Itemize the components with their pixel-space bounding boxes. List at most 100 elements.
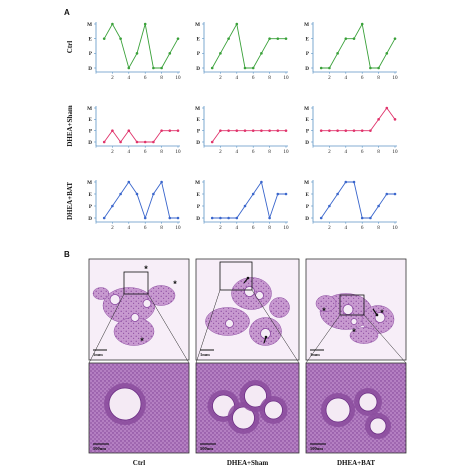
y-tick-label: P [306,204,310,210]
x-tick-label: 10 [175,225,181,231]
x-tick-label: 6 [144,149,147,155]
data-point [102,37,106,40]
x-tick-label: 4 [236,75,239,81]
x-tick-label: 4 [128,149,131,155]
follicle-antrum [358,392,378,412]
zoom-connector [88,293,125,364]
series-line [321,22,396,69]
data-point [119,140,122,144]
histology-panels: * * * 1mm 500um Ctrl 1mm 500um DHEA+Sham * * * 1mm 50… [88,258,407,467]
data-point [235,129,239,132]
data-point [369,129,372,132]
data-point [319,66,323,70]
y-tick-label: M [304,106,309,112]
data-point [127,180,131,184]
inset-box [123,271,149,295]
data-point [135,140,139,144]
x-tick-label: 6 [361,149,364,155]
data-point [319,129,323,132]
follicle [350,318,358,325]
follicle-antrum [244,384,267,408]
data-point [385,192,389,196]
data-point [143,216,147,220]
data-point [336,52,339,55]
series-line [103,180,178,220]
x-tick-label: 8 [160,75,163,81]
arrow-head [375,313,379,317]
data-point [168,52,172,55]
y-tick-label: E [197,192,201,198]
follicle-antrum [232,406,255,430]
data-point [284,37,288,40]
zoom-connector [305,314,341,364]
data-point [119,37,122,40]
data-point [284,129,288,132]
data-point [210,216,214,220]
scale-label: 1mm [310,352,320,357]
arrow-head [264,335,268,339]
data-point [143,140,147,144]
follicle-antrum [264,400,283,420]
follicle [342,304,354,315]
data-point [328,129,331,132]
data-point [344,180,348,184]
data-point [102,216,106,220]
x-tick-label: 8 [377,149,380,155]
data-point [344,37,348,40]
y-tick-label: E [197,117,201,123]
data-point [210,66,214,70]
series-line [103,129,178,143]
data-point [393,37,397,40]
y-tick-label: M [304,180,309,186]
follicle [142,299,152,308]
x-tick-label: 8 [377,225,380,231]
y-tick-label: E [306,36,310,42]
data-point [360,216,364,220]
data-point [268,129,271,132]
data-point [393,192,397,196]
y-tick-label: M [87,22,92,28]
data-point [369,66,372,70]
x-tick-label: 2 [111,75,114,81]
y-tick-label: D [88,140,92,146]
inset-box [339,294,365,316]
y-tick-label: E [197,36,201,42]
x-tick-label: 2 [219,149,222,155]
y-tick-label: P [197,204,201,210]
data-point [243,66,247,70]
data-point [227,129,230,132]
ovary-tissue [146,285,176,306]
asterisk-marker: * [322,306,326,316]
data-point [152,192,155,196]
follicle-antrum [325,397,351,423]
x-tick-label: 2 [219,75,222,81]
series-line [211,22,286,69]
data-point [127,129,131,132]
ovary-tissue [92,287,110,300]
asterisk-marker: * [144,264,148,274]
data-point [260,129,263,132]
x-tick-label: 6 [252,149,255,155]
follicle [225,319,234,328]
x-tick-label: 2 [328,75,331,81]
data-point [377,118,380,121]
x-tick-label: 4 [345,225,348,231]
data-point [152,140,155,144]
data-point [352,37,356,40]
x-tick-label: 6 [144,75,147,81]
data-point [393,118,397,121]
zoom-connector [195,289,221,364]
y-tick-label: D [88,216,92,222]
y-tick-label: P [197,51,201,57]
x-tick-label: 4 [345,75,348,81]
data-point [268,216,271,220]
panel-a-letter: A [64,8,70,17]
data-point [235,22,239,26]
data-point [336,192,339,196]
y-tick-label: E [89,192,93,198]
data-point [219,129,222,132]
data-point [152,66,155,70]
